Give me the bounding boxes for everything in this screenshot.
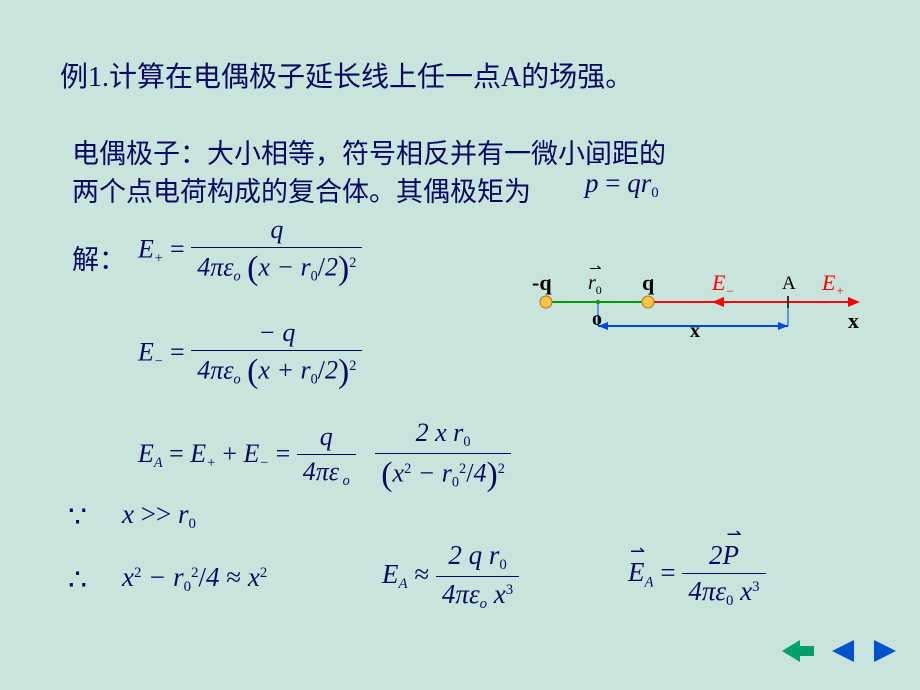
solution-label: 解： xyxy=(72,238,126,277)
equation-E-minus: E− = − q 4πεo (x + r0/2)2 xyxy=(138,318,362,391)
diagram-x-axis-label: x xyxy=(848,308,859,334)
equation-E-A-vector: ⇀EA = 2⇀P 4πε0 x3 xyxy=(628,540,766,610)
definition-line-1: 电偶极子：大小相等，符号相反并有一微小间距的 xyxy=(72,132,666,171)
diagram-x-label: x xyxy=(690,320,700,343)
equation-E-A: EA = E+ + E− = q 4πε o 2 x r0 (x2 − r02/… xyxy=(138,418,511,494)
since-symbol: ∵ xyxy=(68,500,87,535)
approximation-x2: x2 − r02/4 ≈ x2 xyxy=(122,562,267,596)
condition-x-gg-r0: x >> r0 xyxy=(122,499,196,533)
equation-E-plus: E+ = q 4πεo (x − r0/2)2 xyxy=(138,215,362,288)
diagram-r0-label: ⇀r0 xyxy=(588,272,602,298)
dipole-diagram: -q ⇀r0 q E− A E+ o x x xyxy=(508,260,888,350)
diagram-A-label: A xyxy=(782,273,796,295)
therefore-symbol: ∴ xyxy=(68,563,87,598)
equation-E-A-approx: EA ≈ 2 q r0 4πεo x3 xyxy=(382,540,519,613)
title-line: 例1.计算在电偶极子延长线上任一点A的场强。 xyxy=(60,55,633,95)
nav-back-button[interactable] xyxy=(780,638,812,662)
definition-line-2: 两个点电荷构成的复合体。其偶极矩为 xyxy=(72,170,531,209)
diagram-E-plus-label: E+ xyxy=(822,270,844,299)
dipole-moment-eq: ⇀p = q⇀r0 xyxy=(585,168,659,202)
diagram-origin-label: o xyxy=(592,308,602,331)
diagram-pos-q-label: q xyxy=(642,270,654,296)
nav-prev-button[interactable] xyxy=(828,638,860,662)
diagram-neg-q-label: -q xyxy=(532,270,552,296)
diagram-E-minus-label: E− xyxy=(712,270,734,299)
nav-next-button[interactable] xyxy=(868,638,900,662)
